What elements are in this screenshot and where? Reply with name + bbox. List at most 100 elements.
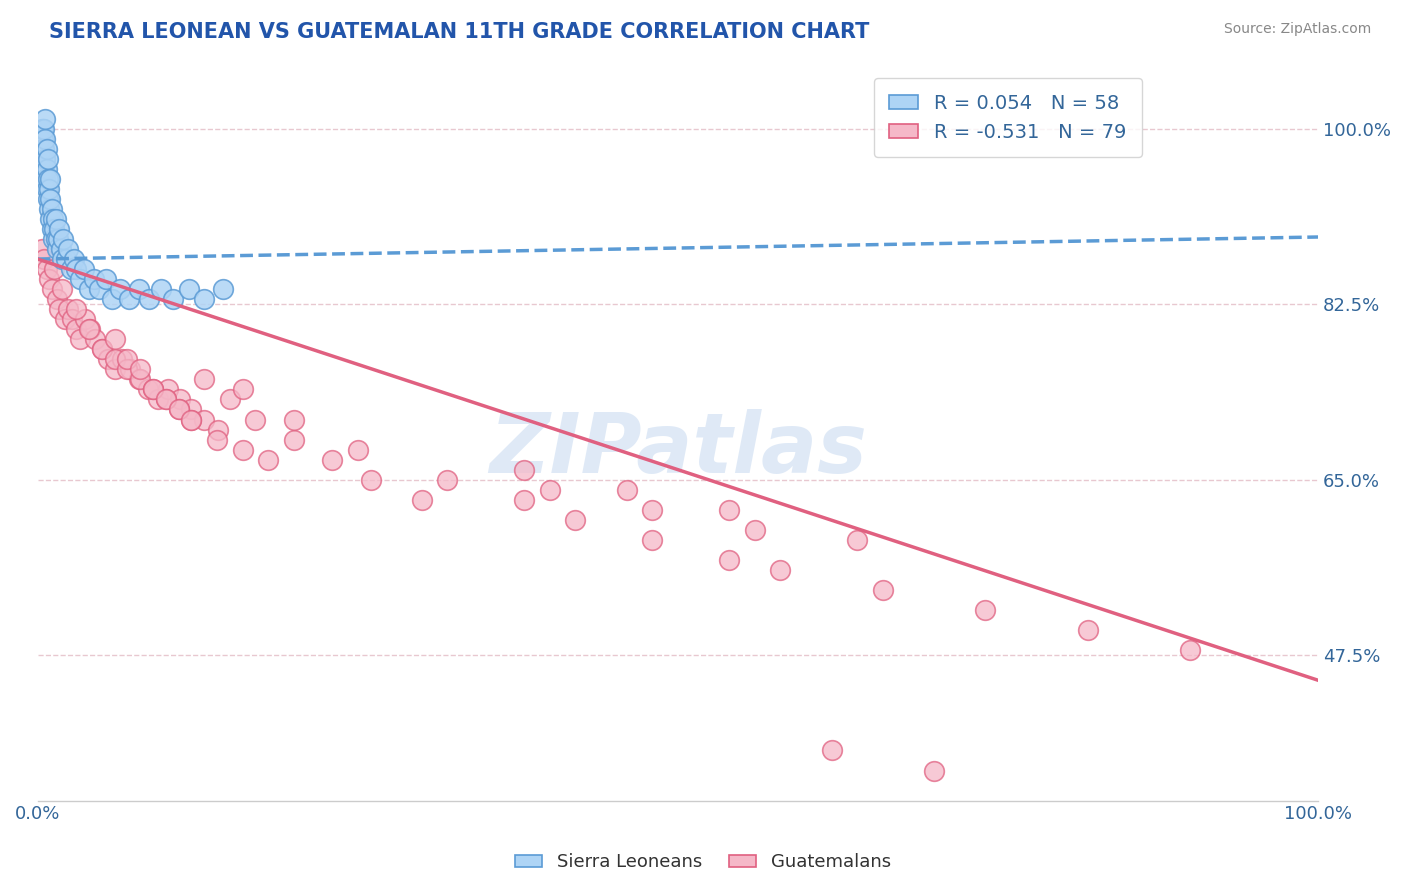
Point (65, 302, 87, 317)
Point (35, 142, 58, 156)
Point (34, 112, 56, 126)
Point (129, 362, 152, 376)
Point (32, 142, 55, 156)
Point (180, 412, 202, 426)
Point (79, 322, 101, 336)
Point (69, 332, 91, 346)
Point (60, 312, 83, 326)
Point (922, 764, 945, 778)
Point (616, 483, 638, 497)
Point (146, 392, 169, 407)
Point (193, 292, 215, 306)
Point (39, 192, 62, 206)
Point (232, 383, 254, 397)
Point (52, 232, 75, 246)
Point (103, 332, 125, 346)
Point (103, 362, 125, 376)
Point (128, 282, 150, 296)
Point (155, 392, 177, 407)
Point (138, 292, 160, 306)
Point (101, 292, 124, 306)
Point (162, 292, 184, 306)
Point (205, 433, 228, 447)
Point (34, 132, 56, 146)
Point (1178, 643, 1201, 657)
Point (641, 533, 664, 547)
Point (37, 192, 59, 206)
Point (111, 352, 134, 367)
Point (55, 252, 77, 266)
Point (35, 182, 58, 196)
Point (39, 211, 62, 226)
Point (180, 402, 202, 417)
Point (90, 343, 112, 357)
Point (42, 211, 65, 226)
Point (45, 292, 67, 306)
Point (108, 282, 131, 296)
Point (136, 383, 159, 397)
Point (149, 282, 172, 296)
Point (48, 222, 70, 236)
Point (31, 121, 53, 136)
Point (564, 513, 586, 527)
Point (846, 533, 869, 547)
Point (65, 322, 87, 336)
Point (37, 152, 59, 166)
Legend: R = 0.054   N = 58, R = -0.531   N = 79: R = 0.054 N = 58, R = -0.531 N = 79 (873, 78, 1142, 157)
Point (117, 352, 139, 367)
Point (128, 372, 150, 386)
Point (94, 272, 117, 286)
Point (41, 202, 63, 216)
Point (257, 452, 280, 467)
Point (83, 272, 105, 286)
Point (45, 211, 67, 226)
Point (32, 161, 55, 176)
Point (321, 452, 343, 467)
Point (59, 262, 82, 277)
Point (118, 362, 141, 376)
Point (117, 362, 139, 376)
Point (769, 563, 792, 577)
Point (84, 332, 107, 346)
Point (283, 412, 305, 426)
Point (31, 132, 53, 146)
Point (41, 222, 63, 236)
Point (62, 252, 84, 266)
Point (44, 222, 66, 236)
Point (169, 392, 191, 407)
Point (31, 242, 53, 256)
Point (32, 252, 55, 266)
Point (46, 232, 69, 246)
Point (360, 473, 382, 487)
Point (49, 242, 72, 256)
Point (212, 282, 235, 296)
Point (30, 132, 52, 146)
Point (193, 372, 215, 386)
Text: Source: ZipAtlas.com: Source: ZipAtlas.com (1223, 22, 1371, 37)
Point (411, 492, 433, 507)
Point (97, 352, 120, 367)
Point (35, 161, 58, 176)
Point (45, 232, 67, 246)
Point (77, 322, 100, 336)
Point (167, 402, 190, 417)
Point (744, 523, 766, 537)
Point (38, 272, 60, 286)
Point (641, 503, 664, 517)
Point (58, 302, 80, 317)
Point (31, 152, 53, 166)
Point (207, 423, 229, 437)
Point (718, 503, 741, 517)
Point (38, 182, 60, 196)
Point (718, 553, 741, 567)
Point (129, 372, 152, 386)
Point (44, 262, 66, 277)
Point (31, 142, 53, 156)
Point (58, 242, 80, 256)
Point (218, 392, 240, 407)
Point (90, 343, 112, 357)
Point (1077, 623, 1099, 637)
Point (73, 262, 96, 277)
Point (69, 272, 91, 286)
Point (245, 412, 267, 426)
